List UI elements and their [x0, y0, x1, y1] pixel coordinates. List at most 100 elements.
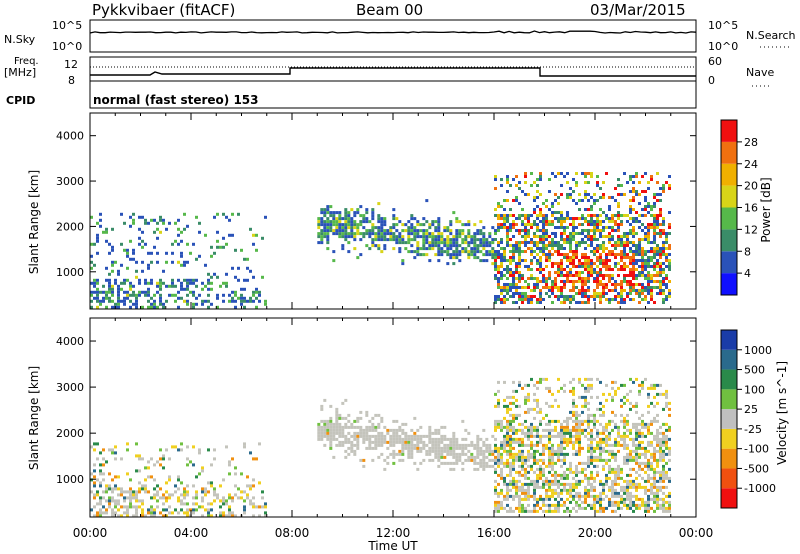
power-cell: [587, 229, 590, 232]
power-cell: [347, 223, 351, 227]
vel-cell: [620, 383, 623, 387]
vel-cell: [147, 490, 150, 494]
power-cell: [521, 277, 524, 280]
vel-cell: [234, 466, 237, 470]
vel-cell: [611, 386, 614, 390]
vel-cell: [228, 472, 231, 476]
vel-cell: [464, 446, 468, 450]
vel-cell: [602, 449, 605, 453]
vel-cell: [587, 491, 590, 495]
vel-cell: [479, 458, 483, 462]
vel-cell: [575, 494, 578, 498]
vel-cell: [186, 493, 189, 497]
vel-cell: [533, 452, 536, 456]
vel-cell: [497, 461, 500, 465]
vel-cell: [165, 514, 168, 518]
vel-cell: [518, 470, 521, 474]
power-cell: [566, 271, 569, 274]
power-cell: [431, 220, 435, 224]
power-cell: [632, 271, 635, 274]
power-cell: [587, 235, 590, 238]
power-cell: [647, 277, 650, 280]
power-cell: [650, 259, 653, 262]
power-cell: [620, 268, 623, 271]
power-cell: [533, 223, 536, 226]
power-colorbar-tick-label: 4: [744, 267, 751, 280]
vel-cell: [593, 413, 596, 417]
power-cell: [638, 274, 641, 277]
power-cell: [569, 193, 572, 196]
power-cell: [581, 265, 584, 268]
power-cell: [665, 265, 668, 268]
power-cell: [551, 262, 554, 265]
vel-cell: [563, 428, 566, 432]
vel-cell: [494, 428, 497, 432]
power-cell: [539, 268, 542, 271]
vel-cell: [99, 502, 102, 506]
vel-cell: [347, 413, 351, 417]
vel-cell: [599, 482, 602, 486]
vel-cell: [228, 493, 231, 497]
power-cell: [533, 256, 536, 259]
vel-cell: [653, 452, 656, 456]
vel-cell: [533, 479, 536, 483]
power-cell: [512, 280, 515, 283]
vel-cell: [377, 443, 381, 447]
vel-cell: [623, 434, 626, 438]
power-cell: [554, 277, 557, 280]
vel-cell: [599, 446, 602, 450]
vel-cell: [530, 443, 533, 447]
vel-cell: [252, 478, 255, 482]
vel-cell: [377, 425, 381, 429]
vel-cell: [120, 514, 123, 518]
power-cell: [219, 284, 222, 288]
vel-cell: [111, 511, 114, 515]
power-cell: [320, 235, 324, 239]
time-axis-label: Time UT: [367, 539, 418, 553]
vel-cell: [650, 461, 653, 465]
power-cell: [135, 269, 138, 273]
power-cell: [506, 199, 509, 202]
vel-cell: [120, 490, 123, 494]
power-cell: [575, 172, 578, 175]
vel-cell: [180, 442, 183, 446]
power-cell: [521, 274, 524, 277]
power-cell: [96, 299, 99, 303]
power-cell: [365, 244, 369, 248]
vel-cell: [231, 514, 234, 518]
power-cell: [141, 215, 144, 219]
vel-cell: [662, 470, 665, 474]
power-cell: [626, 256, 629, 259]
power-cell: [108, 272, 111, 276]
vel-cell: [497, 380, 500, 384]
power-cell: [584, 292, 587, 295]
vel-cell: [578, 503, 581, 507]
power-cell: [641, 268, 644, 271]
vel-cell: [428, 425, 432, 429]
power-cell: [560, 295, 563, 298]
power-cell: [96, 281, 99, 285]
power-cell: [506, 286, 509, 289]
vel-cell: [620, 470, 623, 474]
power-cell: [581, 262, 584, 265]
power-cell: [359, 253, 363, 257]
vel-cell: [482, 461, 486, 465]
vel-cell: [593, 500, 596, 504]
vel-cell: [204, 487, 207, 491]
power-cell: [518, 202, 521, 205]
power-cell: [482, 226, 486, 230]
vel-cell: [201, 487, 204, 491]
vel-cell: [542, 467, 545, 471]
vel-cell: [461, 467, 465, 471]
vel-cell: [656, 434, 659, 438]
power-cell: [563, 238, 566, 241]
vel-cell: [138, 487, 141, 491]
power-cell: [329, 205, 333, 209]
vel-cell: [527, 470, 530, 474]
power-cell: [533, 283, 536, 286]
power-cell: [515, 244, 518, 247]
vel-cell: [641, 476, 644, 480]
power-cell: [647, 238, 650, 241]
power-cell: [563, 217, 566, 220]
vel-cell: [653, 446, 656, 450]
